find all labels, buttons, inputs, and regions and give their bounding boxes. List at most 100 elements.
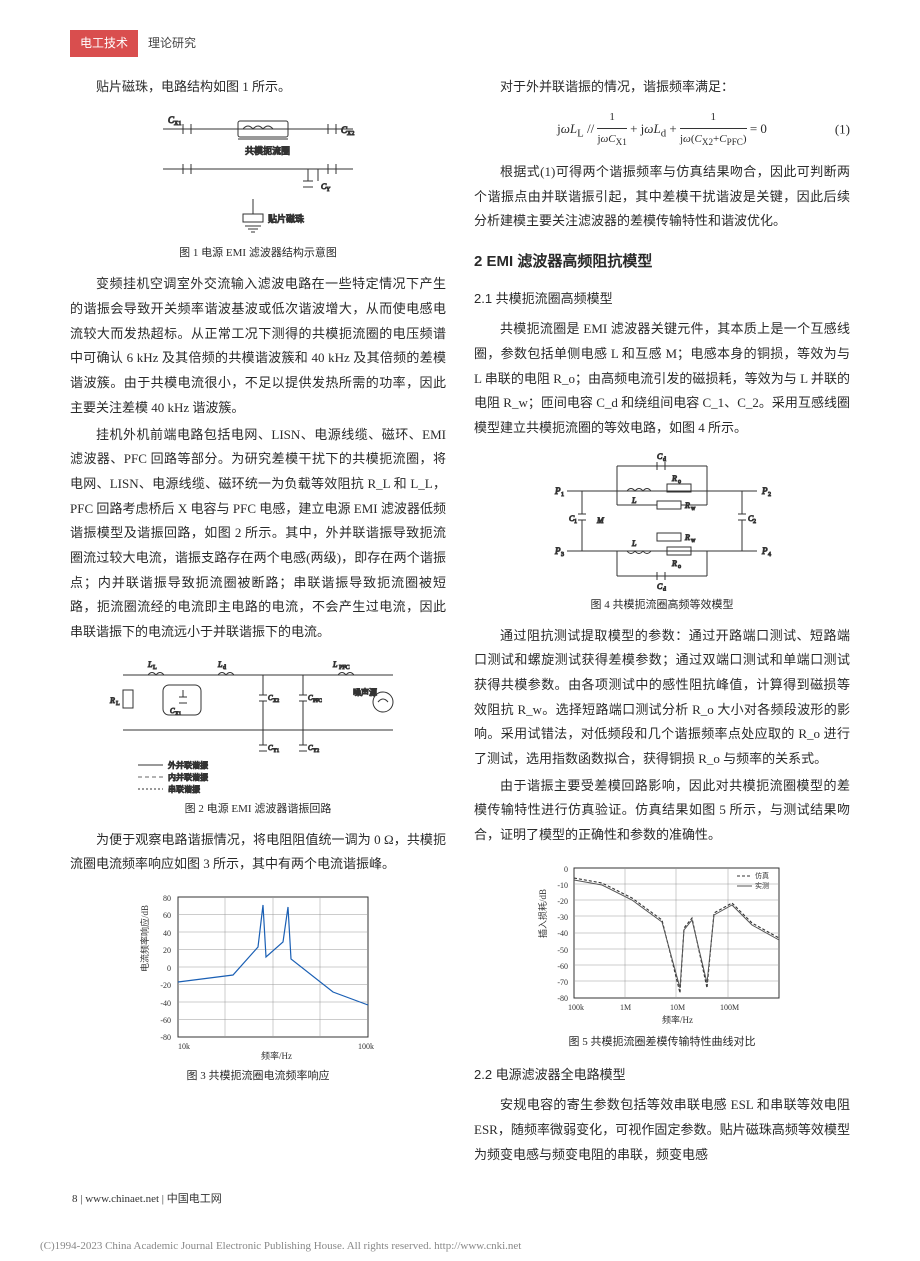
svg-text:2: 2 — [753, 519, 756, 525]
svg-text:L: L — [631, 496, 637, 505]
svg-text:共模扼流圈: 共模扼流圈 — [245, 145, 290, 156]
figure-4-caption: 图 4 共模扼流圈高频等效模型 — [474, 595, 850, 616]
figure-3-caption: 图 3 共模扼流圈电流频率响应 — [70, 1066, 446, 1087]
page-header: 电工技术 理论研究 — [70, 30, 850, 57]
svg-text:o: o — [678, 564, 681, 570]
svg-text:o: o — [678, 479, 681, 485]
figure-5-caption: 图 5 共模扼流圈差模传输特性曲线对比 — [474, 1032, 850, 1053]
footer-brand: 中国电工网 — [167, 1193, 222, 1205]
svg-text:2: 2 — [768, 492, 771, 498]
svg-text:d: d — [223, 665, 226, 671]
svg-text:外并联谐振: 外并联谐振 — [168, 760, 208, 770]
svg-text:X2: X2 — [273, 699, 280, 704]
svg-text:0: 0 — [564, 865, 568, 874]
svg-text:X2: X2 — [347, 131, 354, 137]
figure-1-caption: 图 1 电源 EMI 滤波器结构示意图 — [70, 243, 446, 264]
svg-text:频率/Hz: 频率/Hz — [662, 1014, 693, 1025]
svg-text:-10: -10 — [557, 881, 568, 890]
section-2-heading: 2 EMI 滤波器高频阻抗模型 — [474, 248, 850, 277]
svg-text:L: L — [332, 660, 338, 669]
svg-text:Y1: Y1 — [273, 749, 280, 754]
svg-text:R: R — [671, 559, 677, 568]
svg-text:PFC: PFC — [313, 699, 323, 704]
svg-text:串联谐振: 串联谐振 — [168, 784, 200, 794]
right-column: 对于外并联谐振的情况，谐振频率满足： jωLL // 1jωCX1 + jωLd… — [474, 75, 850, 1170]
svg-text:-70: -70 — [557, 978, 568, 987]
para: 安规电容的寄生参数包括等效串联电感 ESL 和串联等效电阻 ESR，随频率微弱变… — [474, 1093, 850, 1167]
svg-text:P: P — [761, 486, 768, 496]
figure-2: LL Ld LPFC RL CX1 CX2 CPFC 噪声源 CY1 CY2 外… — [70, 655, 446, 820]
svg-text:60: 60 — [163, 911, 171, 920]
para: 根据式(1)可得两个谐振频率与仿真结果吻合，因此可判断两个谐振点由并联谐振引起，… — [474, 160, 850, 234]
svg-text:w: w — [691, 538, 696, 544]
svg-text:Y2: Y2 — [313, 749, 320, 754]
svg-text:贴片磁珠: 贴片磁珠 — [268, 213, 304, 224]
svg-text:实测: 实测 — [755, 881, 769, 890]
figure-3: 80 60 40 20 0 -20 -40 -60 -80 10k 100k 频… — [70, 887, 446, 1087]
svg-text:L: L — [153, 665, 157, 671]
svg-text:-80: -80 — [160, 1033, 171, 1042]
svg-text:P: P — [761, 546, 768, 556]
svg-text:-60: -60 — [557, 962, 568, 971]
para: 挂机外机前端电路包括电网、LISN、电源线缆、磁环、EMI 滤波器、PFC 回路… — [70, 423, 446, 645]
footer-site: www.chinaet.net — [85, 1193, 159, 1205]
svg-text:L: L — [116, 701, 120, 707]
svg-text:d: d — [663, 457, 666, 463]
section-2-2-heading: 2.2 电源滤波器全电路模型 — [474, 1063, 850, 1088]
svg-text:R: R — [109, 696, 115, 705]
svg-text:-50: -50 — [557, 946, 568, 955]
svg-text:噪声源: 噪声源 — [353, 687, 377, 697]
para: 贴片磁珠，电路结构如图 1 所示。 — [70, 75, 446, 100]
svg-text:M: M — [596, 516, 605, 525]
header-category-tag: 电工技术 — [70, 30, 138, 57]
page-footer: 8 | www.chinaet.net | 中国电工网 — [70, 1189, 850, 1210]
svg-text:100M: 100M — [720, 1003, 739, 1012]
para: 由于谐振主要受差模回路影响，因此对共模扼流圈模型的差模传输特性进行仿真验证。仿真… — [474, 774, 850, 848]
para: 对于外并联谐振的情况，谐振频率满足： — [474, 75, 850, 100]
header-subcategory: 理论研究 — [148, 32, 196, 55]
svg-text:插入损耗/dB: 插入损耗/dB — [537, 889, 548, 938]
svg-text:d: d — [663, 587, 666, 591]
svg-text:100k: 100k — [358, 1042, 374, 1051]
svg-text:4: 4 — [768, 552, 771, 558]
svg-text:内并联谐振: 内并联谐振 — [168, 772, 208, 782]
svg-text:P: P — [554, 486, 561, 496]
figure-5: 0 -10 -20 -30 -40 -50 -60 -70 -80 100k 1… — [474, 858, 850, 1053]
copyright-notice: (C)1994-2023 China Academic Journal Elec… — [0, 1230, 920, 1261]
svg-text:X1: X1 — [175, 712, 182, 717]
svg-text:-20: -20 — [557, 897, 568, 906]
svg-text:电流频率响应/dB: 电流频率响应/dB — [139, 905, 150, 972]
svg-text:10k: 10k — [178, 1042, 190, 1051]
para: 通过阻抗测试提取模型的参数：通过开路端口测试、短路端口测试和螺旋测试获得差模参数… — [474, 624, 850, 772]
svg-text:0: 0 — [167, 964, 171, 973]
svg-text:PFC: PFC — [339, 665, 350, 671]
svg-text:P: P — [554, 546, 561, 556]
svg-text:-20: -20 — [160, 981, 171, 990]
svg-text:R: R — [671, 474, 677, 483]
left-column: 贴片磁珠，电路结构如图 1 所示。 CX1 共模扼流圈 — [70, 75, 446, 1170]
para: 为便于观察电路谐振情况，将电阻阻值统一调为 0 Ω，共模扼流圈电流频率响应如图 … — [70, 828, 446, 877]
svg-text:1: 1 — [561, 492, 564, 498]
para: 变频挂机空调室外交流输入滤波电路在一些特定情况下产生的谐振会导致开关频率谐波基波… — [70, 272, 446, 420]
svg-text:X1: X1 — [174, 121, 181, 127]
equation-1: jωLL // 1jωCX1 + jωLd + 1jω(CX2+CPFC) = … — [474, 107, 850, 152]
equation-number: (1) — [835, 117, 850, 142]
svg-text:-40: -40 — [160, 999, 171, 1008]
svg-text:3: 3 — [561, 552, 564, 558]
svg-text:100k: 100k — [568, 1003, 584, 1012]
figure-2-caption: 图 2 电源 EMI 滤波器谐振回路 — [70, 799, 446, 820]
svg-text:1M: 1M — [620, 1003, 631, 1012]
figure-4: P1 P2 P3 P4 C1 C2 Cd L Ro Rw — [474, 451, 850, 616]
svg-text:Y: Y — [326, 187, 331, 193]
svg-text:L: L — [631, 539, 637, 548]
svg-text:40: 40 — [163, 929, 171, 938]
svg-text:1: 1 — [574, 519, 577, 525]
figure-1: CX1 共模扼流圈 CX2 CY — [70, 109, 446, 264]
svg-text:-40: -40 — [557, 929, 568, 938]
svg-text:20: 20 — [163, 946, 171, 955]
svg-text:-80: -80 — [557, 994, 568, 1003]
svg-text:R: R — [684, 533, 690, 542]
svg-text:-60: -60 — [160, 1016, 171, 1025]
para: 共模扼流圈是 EMI 滤波器关键元件，其本质上是一个互感线圈，参数包括单侧电感 … — [474, 317, 850, 440]
svg-text:10M: 10M — [670, 1003, 685, 1012]
